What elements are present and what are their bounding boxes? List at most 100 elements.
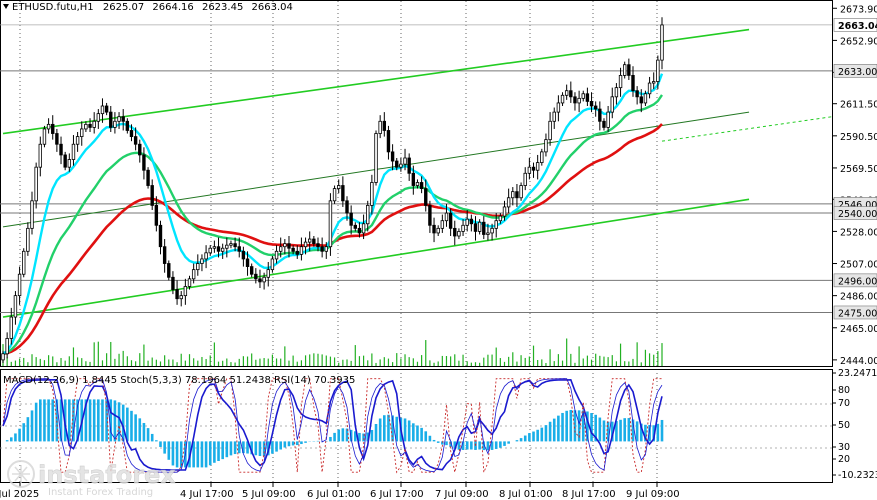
candle-body — [121, 116, 125, 122]
candle-body — [278, 246, 283, 252]
price-mark-label: 2540.00 — [838, 209, 877, 220]
candle-body — [428, 205, 432, 226]
candle-body — [581, 93, 585, 99]
candle-body — [84, 123, 88, 130]
candle-body — [88, 123, 92, 128]
candle-body — [109, 111, 113, 128]
candle-body — [179, 295, 183, 300]
candle-body — [366, 205, 370, 225]
candle-body — [618, 75, 623, 89]
candle-body — [104, 105, 109, 113]
price-mark-box — [833, 64, 877, 78]
candle-body — [614, 87, 619, 98]
candle-body — [337, 185, 341, 189]
candle-body — [494, 220, 498, 229]
oscillator-scale-label: 23.2471 — [838, 368, 877, 379]
oscillator-scale-label: 50 — [838, 420, 850, 431]
candle-body — [527, 166, 532, 174]
candle-body — [233, 243, 237, 248]
candle-body — [162, 246, 167, 264]
time-label: 8 Jul 01:00 — [499, 489, 553, 500]
candle-body — [96, 113, 101, 122]
cyan-moving-average-line — [2, 73, 664, 355]
candle-body — [552, 111, 556, 122]
candle-body — [270, 258, 275, 271]
candle-body — [100, 105, 105, 115]
price-mark-label: 2663.04 — [838, 21, 877, 32]
candle-body — [274, 250, 279, 260]
triangle-down-icon — [3, 4, 9, 9]
candle-body — [457, 231, 461, 237]
price-mark-box — [833, 18, 877, 32]
candle-body — [295, 250, 299, 255]
candle-body — [13, 295, 18, 318]
candle-body — [448, 212, 453, 229]
candle-body — [345, 200, 349, 214]
candle-body — [652, 81, 656, 84]
oscillator-header: MACD(12,26,9) 1.8445 Stoch(5,3,3) 78.196… — [3, 375, 355, 386]
candle-body — [656, 59, 660, 82]
price-label: 2652.90 — [840, 36, 877, 47]
candle-body — [200, 258, 204, 264]
candle-body — [187, 278, 192, 287]
candle-body — [204, 252, 208, 260]
price-axis: 2673.902652.902632.002611.502590.502569.… — [832, 4, 877, 481]
price-mark-label: 2475.00 — [838, 308, 877, 319]
instaforex-logo-icon — [7, 460, 35, 488]
candle-body — [229, 243, 233, 246]
oscillator-scale-label: 30 — [838, 442, 850, 453]
candle-body — [399, 163, 403, 168]
channel-upper-line — [2, 28, 750, 135]
horizontal-levels — [0, 24, 832, 313]
stochastic-signal-line — [2, 378, 663, 473]
oscillators — [0, 378, 832, 474]
svg-text:ETHUSD.futu,H1 2625.07: ETHUSD.futu,H1 2625.07 2664.16 2623.45 2… — [12, 2, 293, 13]
candle-body — [129, 130, 134, 137]
candle-body — [154, 205, 159, 226]
candle-body — [312, 238, 316, 245]
time-label: 3 Jul 2025 — [0, 489, 39, 500]
candle-body — [631, 75, 635, 92]
candle-body — [506, 197, 511, 208]
candle-body — [378, 120, 382, 134]
candle-body — [38, 143, 43, 168]
candle-body — [403, 157, 407, 165]
candle-body — [196, 263, 200, 271]
candle-body — [316, 243, 320, 248]
candle-body — [113, 120, 117, 128]
candle-body — [75, 136, 80, 145]
candle-body — [627, 64, 631, 76]
candle-body — [158, 224, 163, 248]
candle-body — [585, 93, 590, 102]
candle-body — [453, 227, 457, 237]
candle-body — [610, 96, 614, 113]
candle-body — [436, 227, 440, 234]
candle-body — [55, 133, 59, 145]
candle-body — [349, 212, 353, 226]
candle-body — [320, 246, 324, 252]
watermark-brand: instaforex — [38, 461, 176, 489]
candle-body — [602, 120, 606, 128]
candle-body — [30, 200, 34, 229]
price-mark-label: 2496.00 — [838, 276, 877, 287]
candle-body — [303, 241, 308, 248]
candlesticks — [1, 17, 664, 363]
symbol-label: ETHUSD.futu,H1 — [12, 2, 94, 13]
candle-body — [80, 128, 84, 137]
candle-body — [622, 64, 627, 76]
candle-body — [444, 212, 449, 222]
candle-body — [556, 102, 561, 113]
price-label: 2444.00 — [840, 356, 877, 367]
time-label: 6 Jul 17:00 — [370, 489, 424, 500]
candle-body — [639, 96, 643, 104]
candle-body — [287, 243, 291, 249]
candle-body — [544, 139, 548, 153]
candle-body — [241, 250, 246, 260]
candle-body — [415, 182, 420, 186]
candle-body — [635, 90, 639, 98]
candle-body — [220, 247, 225, 252]
candle-body — [51, 123, 55, 134]
price-label: 2528.00 — [840, 227, 877, 238]
candle-body — [515, 191, 519, 199]
candle-body — [191, 269, 196, 280]
